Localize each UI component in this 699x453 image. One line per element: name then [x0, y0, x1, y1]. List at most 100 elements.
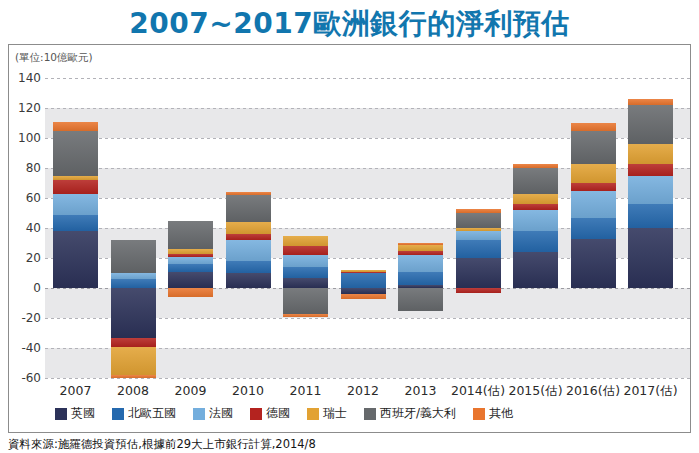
- bar-segment-2009-西班牙/義大利: [168, 221, 213, 250]
- legend-label: 英國: [71, 405, 95, 422]
- legend-swatch-德國: [250, 408, 262, 420]
- bar-segment-2010-英國: [226, 273, 271, 288]
- bar-segment-2015(估)-英國: [513, 252, 558, 288]
- bar-segment-2017(估)-德國: [628, 164, 673, 176]
- bar-segment-2007-西班牙/義大利: [53, 131, 98, 176]
- y-axis-tick-label: 0: [9, 281, 41, 295]
- y-axis-tick-label: -20: [9, 311, 41, 325]
- bar-segment-2014(估)-瑞士: [456, 228, 501, 231]
- bar-segment-2017(估)-西班牙/義大利: [628, 105, 673, 144]
- bar-segment-2011-英國: [283, 278, 328, 289]
- bar-segment-2016(估)-法國: [571, 191, 616, 218]
- bar-segment-2015(估)-西班牙/義大利: [513, 168, 558, 194]
- bar-segment-2008-英國: [111, 288, 156, 338]
- bar-segment-2016(估)-德國: [571, 183, 616, 191]
- bar-segment-2011-西班牙/義大利: [283, 288, 328, 314]
- y-axis-tick-label: 40: [9, 221, 41, 235]
- bar-segment-2014(估)-英國: [456, 258, 501, 288]
- legend-swatch-其他: [473, 408, 485, 420]
- bar-segment-2007-瑞士: [53, 176, 98, 181]
- page-title: 2007~2017歐洲銀行的淨利預估: [0, 5, 699, 43]
- y-axis-tick-label: 120: [9, 101, 41, 115]
- y-axis-tick-label: 60: [9, 191, 41, 205]
- bar-segment-2008-法國: [111, 273, 156, 279]
- bar-segment-2015(估)-其他: [513, 164, 558, 169]
- legend-swatch-英國: [55, 408, 67, 420]
- chart-frame: (單位:10億歐元) 140120100806040200-20-40-6020…: [8, 44, 691, 433]
- bar-segment-2015(估)-法國: [513, 210, 558, 231]
- bar-segment-2015(估)-德國: [513, 204, 558, 210]
- legend-label: 瑞士: [323, 405, 347, 422]
- plot-area: 140120100806040200-20-40-602007200820092…: [45, 78, 690, 378]
- bar-segment-2017(估)-其他: [628, 99, 673, 105]
- bar-segment-2007-其他: [53, 122, 98, 131]
- bar-segment-2014(估)-其他: [456, 209, 501, 214]
- bar-segment-2014(估)-德國: [456, 288, 501, 293]
- x-axis-label-2015(估): 2015(估): [507, 383, 565, 400]
- y-axis-tick-label: 80: [9, 161, 41, 175]
- bar-segment-2016(估)-瑞士: [571, 164, 616, 184]
- page: 2007~2017歐洲銀行的淨利預估 (單位:10億歐元) 1401201008…: [0, 0, 699, 453]
- bar-segment-2012-德國: [341, 272, 386, 274]
- legend: 英國北歐五國法國德國瑞士西班牙/義大利其他: [55, 405, 513, 422]
- bar-segment-2013-德國: [398, 251, 443, 256]
- bar-segment-2014(估)-西班牙/義大利: [456, 213, 501, 228]
- bar-segment-2012-瑞士: [341, 270, 386, 272]
- bar-segment-2014(估)-北歐五國: [456, 240, 501, 258]
- bar-segment-2009-法國: [168, 257, 213, 265]
- bar-segment-2009-英國: [168, 272, 213, 289]
- y-axis-tick-label: 20: [9, 251, 41, 265]
- bar-segment-2015(估)-北歐五國: [513, 231, 558, 252]
- y-axis-tick-label: 140: [9, 71, 41, 85]
- x-axis-label-2017(估): 2017(估): [622, 383, 680, 400]
- x-axis-label-2012: 2012: [334, 383, 392, 398]
- legend-item-西班牙/義大利: 西班牙/義大利: [364, 405, 456, 422]
- bar-segment-2010-其他: [226, 192, 271, 195]
- gridline: [45, 378, 690, 379]
- legend-item-其他: 其他: [473, 405, 513, 422]
- bar-segment-2009-其他: [168, 288, 213, 297]
- legend-item-德國: 德國: [250, 405, 290, 422]
- legend-swatch-瑞士: [307, 408, 319, 420]
- legend-item-北歐五國: 北歐五國: [112, 405, 176, 422]
- bar-segment-2008-其他: [111, 375, 156, 378]
- bar-segment-2016(估)-西班牙/義大利: [571, 131, 616, 164]
- bar-segment-2008-瑞士: [111, 347, 156, 376]
- bar-segment-2013-其他: [398, 243, 443, 245]
- x-axis-label-2008: 2008: [104, 383, 162, 398]
- bar-segment-2010-西班牙/義大利: [226, 195, 271, 222]
- bar-segment-2008-北歐五國: [111, 279, 156, 288]
- bar-segment-2016(估)-北歐五國: [571, 218, 616, 239]
- bar-segment-2008-德國: [111, 338, 156, 347]
- bar-segment-2017(估)-法國: [628, 176, 673, 205]
- bar-segment-2010-瑞士: [226, 222, 271, 234]
- bar-segment-2011-瑞士: [283, 236, 328, 247]
- bar-segment-2013-西班牙/義大利: [398, 288, 443, 311]
- gridline: [45, 78, 690, 79]
- y-axis-tick-label: -60: [9, 371, 41, 385]
- x-axis-label-2014(估): 2014(估): [449, 383, 507, 400]
- legend-label: 西班牙/義大利: [380, 405, 456, 422]
- legend-swatch-法國: [193, 408, 205, 420]
- bar-segment-2011-其他: [283, 314, 328, 317]
- bar-segment-2007-英國: [53, 231, 98, 288]
- bar-segment-2011-德國: [283, 246, 328, 255]
- source-note: 資料來源:施羅德投資預估,根據前29大上市銀行計算,2014/8: [8, 437, 316, 452]
- unit-label: (單位:10億歐元): [15, 51, 93, 65]
- bar-segment-2007-德國: [53, 180, 98, 194]
- x-axis-label-2009: 2009: [162, 383, 220, 398]
- x-axis-label-2007: 2007: [47, 383, 105, 398]
- bar-segment-2009-德國: [168, 254, 213, 257]
- bar-segment-2016(估)-其他: [571, 123, 616, 131]
- bar-segment-2011-北歐五國: [283, 267, 328, 278]
- bar-segment-2007-法國: [53, 194, 98, 215]
- legend-label: 德國: [266, 405, 290, 422]
- bar-segment-2012-其他: [341, 294, 386, 299]
- bar-segment-2016(估)-英國: [571, 239, 616, 289]
- bar-segment-2013-北歐五國: [398, 272, 443, 286]
- bar-segment-2010-法國: [226, 240, 271, 261]
- bar-segment-2013-法國: [398, 255, 443, 272]
- legend-label: 其他: [489, 405, 513, 422]
- legend-label: 北歐五國: [128, 405, 176, 422]
- x-axis-label-2010: 2010: [219, 383, 277, 398]
